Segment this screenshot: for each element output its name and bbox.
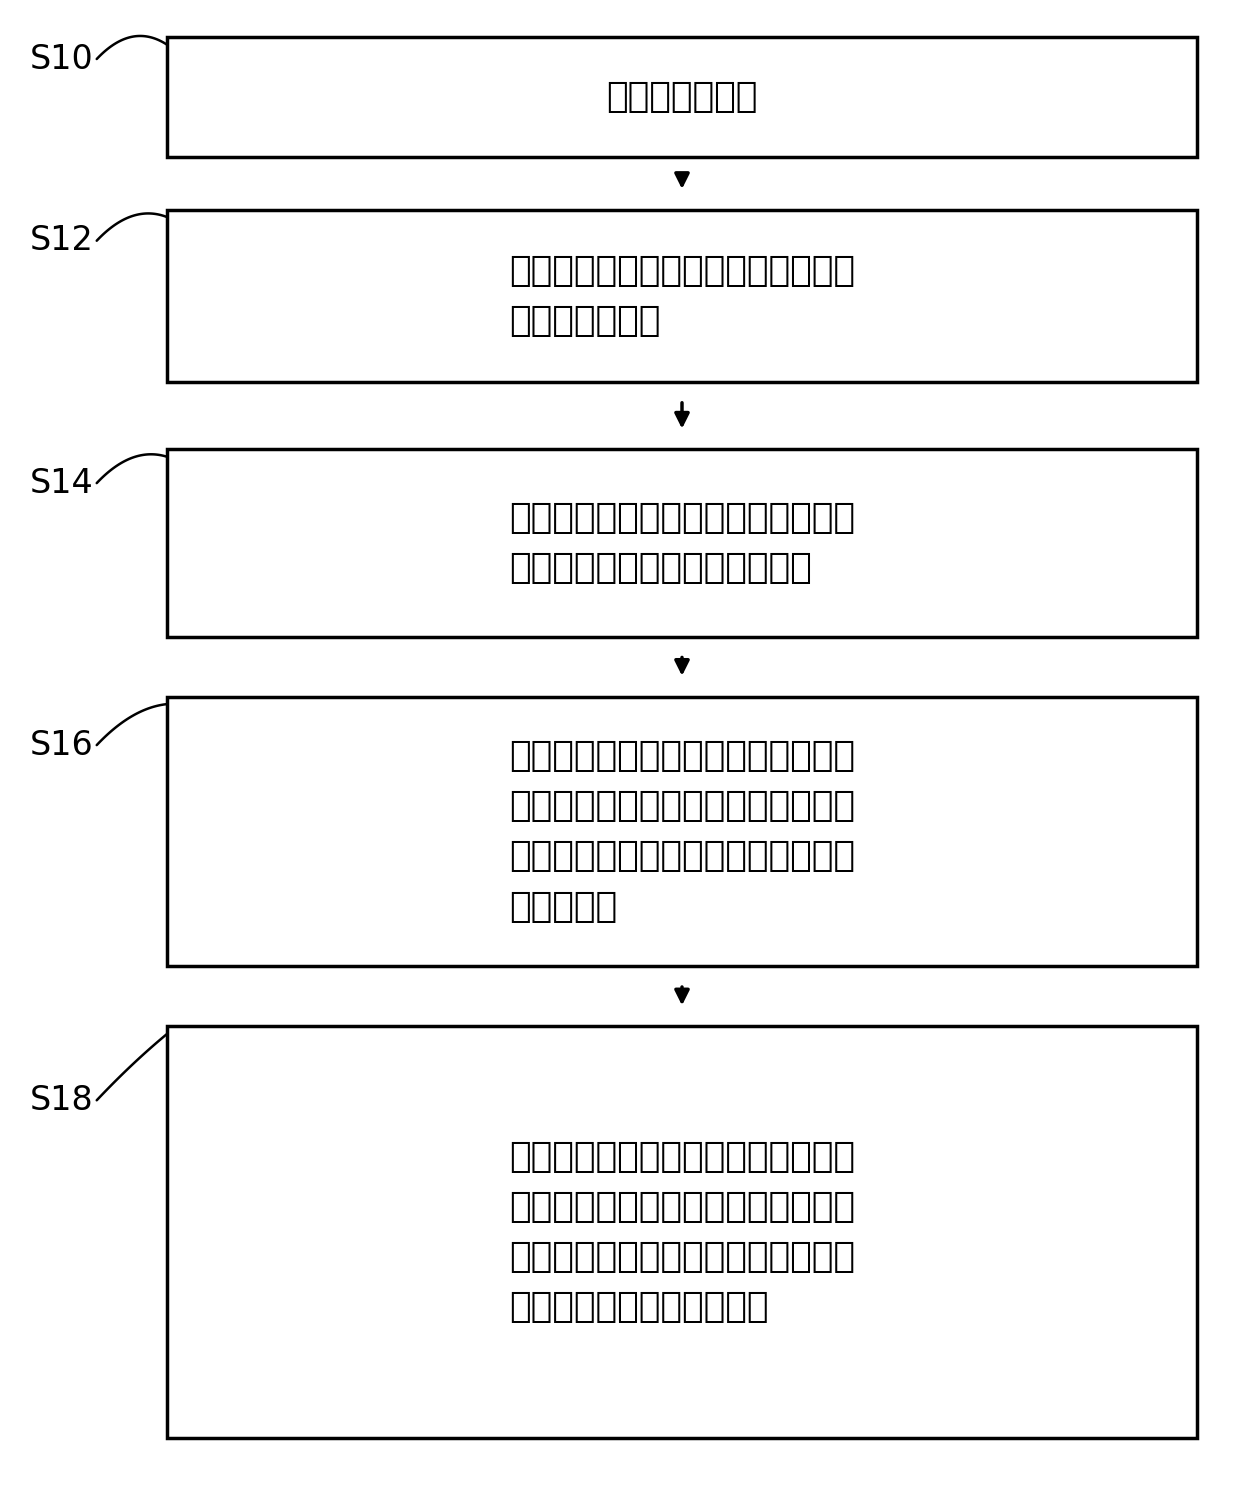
Text: 提供一检测平台: 提供一检测平台: [606, 81, 758, 114]
Text: S12: S12: [30, 225, 94, 258]
Text: S14: S14: [30, 466, 94, 500]
Text: 将该影像数据与该待测物其无瑕疵部
分的分色影像信息，或相同于该待测
物的无瑕疵待测物其分色影像信息进
行比对，而取得一检测结果: 将该影像数据与该待测物其无瑕疵部 分的分色影像信息，或相同于该待测 物的无瑕疵待…: [508, 1140, 856, 1324]
Text: S10: S10: [30, 42, 94, 75]
Text: S18: S18: [30, 1083, 94, 1118]
Bar: [167, 37, 1197, 157]
Bar: [167, 210, 1197, 382]
Text: 提供至少一光源，包含至少二波段的
光线照射该影像区域的至少一侧: 提供至少一光源，包含至少二波段的 光线照射该影像区域的至少一侧: [508, 500, 856, 586]
Bar: [167, 449, 1197, 637]
Text: 一待测物进入该影像区域受该些光线
所照射，由该取像装置进行取像，取
得包含该些波段的光线与该待测物的
一影像数据: 一待测物进入该影像区域受该些光线 所照射，由该取像装置进行取像，取 得包含该些波…: [508, 739, 856, 924]
Text: S16: S16: [30, 728, 94, 761]
Bar: [167, 1026, 1197, 1438]
Bar: [167, 697, 1197, 966]
Text: 提供一取像装置，相对该检测平台而
锁定一影像区域: 提供一取像装置，相对该检测平台而 锁定一影像区域: [508, 253, 856, 339]
